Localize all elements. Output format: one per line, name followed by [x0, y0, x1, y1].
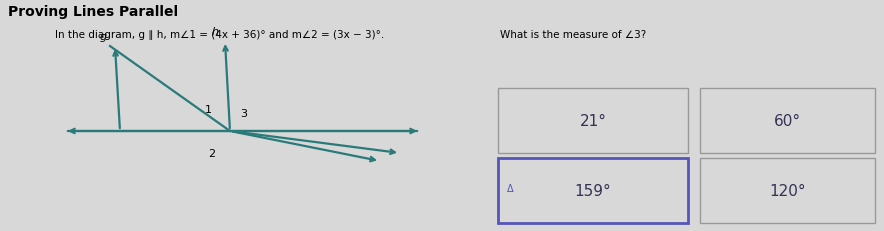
Text: g: g — [100, 32, 107, 42]
Bar — [700, 89, 875, 153]
Text: What is the measure of ∠3?: What is the measure of ∠3? — [500, 30, 646, 40]
Text: 1: 1 — [204, 105, 211, 115]
Text: 159°: 159° — [575, 183, 612, 198]
Text: 2: 2 — [209, 148, 216, 158]
Text: Proving Lines Parallel: Proving Lines Parallel — [8, 5, 178, 19]
Text: In the diagram, g ∥ h, m∠1 = (4x + 36)° and m∠2 = (3x − 3)°.: In the diagram, g ∥ h, m∠1 = (4x + 36)° … — [55, 30, 385, 40]
Text: 120°: 120° — [769, 183, 806, 198]
Text: Δ: Δ — [507, 184, 514, 194]
Bar — [498, 158, 688, 223]
Bar — [700, 158, 875, 223]
Text: 3: 3 — [240, 109, 248, 119]
Text: 21°: 21° — [580, 113, 606, 128]
Text: 60°: 60° — [774, 113, 801, 128]
Bar — [498, 89, 688, 153]
Text: h: h — [212, 27, 219, 37]
